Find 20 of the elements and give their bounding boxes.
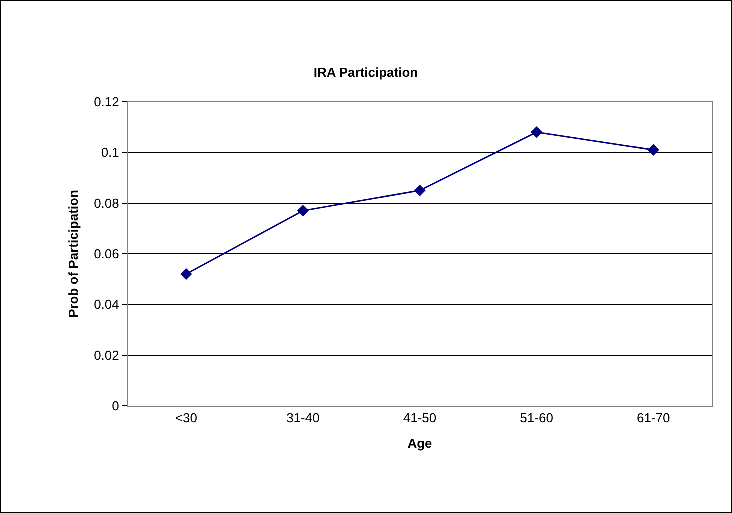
y-tick-label: 0.06 (94, 246, 120, 262)
y-tick-label: 0.04 (94, 297, 120, 312)
point (648, 144, 660, 156)
chart-title: IRA Participation (314, 65, 418, 80)
x-axis-title: Age (408, 436, 432, 452)
x-tick-label: 31-40 (286, 410, 320, 426)
x-tick-label: <30 (175, 410, 198, 426)
point (530, 126, 543, 138)
x-tick-label: 41-50 (403, 410, 437, 426)
y-axis-title: Prob of Participation (66, 190, 82, 318)
point (297, 205, 310, 217)
y-tick-label: 0.08 (94, 196, 120, 211)
y-tick-label: 0.12 (94, 94, 120, 110)
x-tick-label: 61-70 (636, 410, 670, 426)
y-tick-label: 0 (112, 398, 120, 414)
x-tick-label: 51-60 (520, 410, 554, 426)
point (180, 268, 192, 280)
y-tick-label: 0.02 (94, 348, 120, 363)
point (414, 184, 426, 197)
y-tick-label: 0.1 (101, 145, 120, 160)
